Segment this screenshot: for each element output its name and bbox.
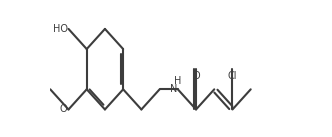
Text: N: N: [170, 84, 178, 94]
Text: O: O: [192, 71, 200, 81]
Text: HO: HO: [52, 24, 67, 34]
Text: H: H: [174, 76, 182, 86]
Text: Cl: Cl: [228, 71, 237, 81]
Text: O: O: [60, 105, 67, 114]
